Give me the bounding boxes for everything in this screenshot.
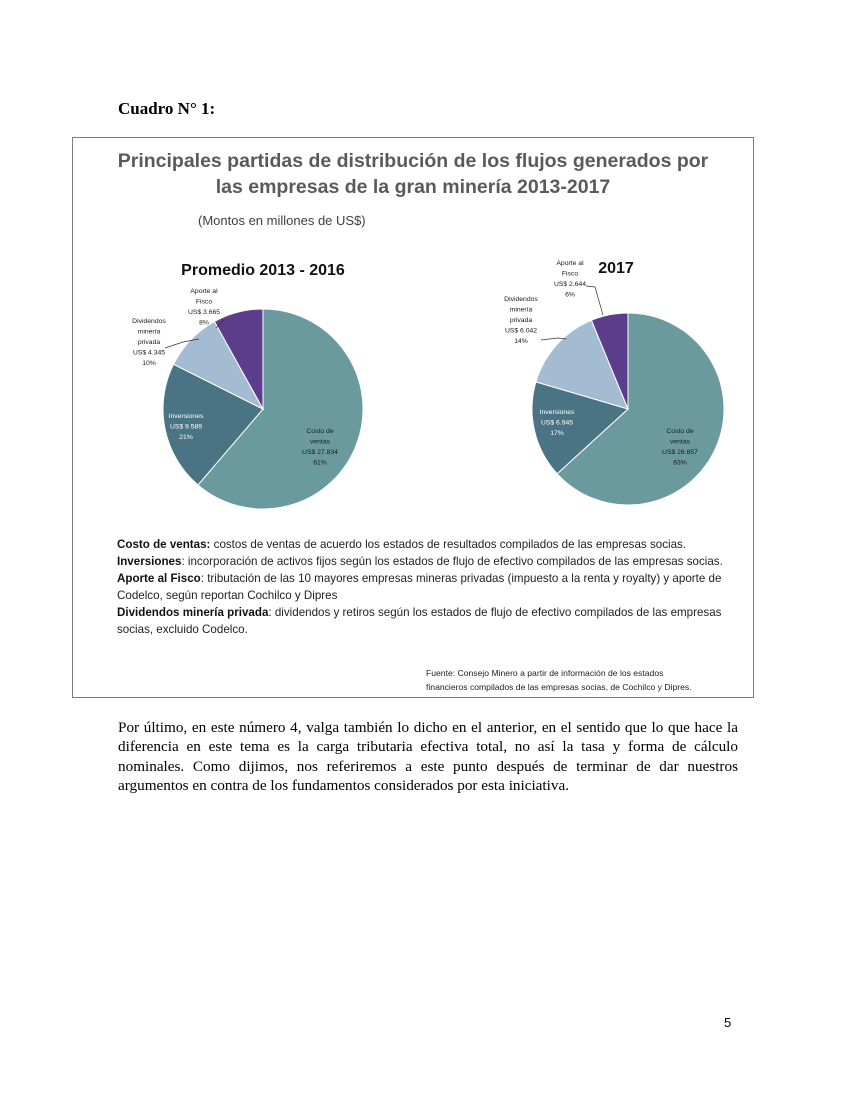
pie-charts: Promedio 2013 - 2016 Costo de ventas US$ 27… [132,260,725,510]
chart-title-line-1: Principales partidas de distribución de … [117,150,709,172]
pie-slice [213,308,264,411]
pie-slice [162,363,264,486]
pie-slice-label: Aporte al Fisco US$ 3.665 8% [188,288,220,327]
pie-slice-label: Inversiones US$ 6.945 17% [540,409,575,437]
source-note: Fuente: Consejo Minero a partir de infor… [426,666,746,694]
pie-slice [535,319,629,410]
pie-chart-promedio-2013-2016: Promedio 2013 - 2016 Costo de ventas US$ 27… [132,262,364,510]
note-dividendos: Dividendos minería privada: dividendos y… [117,606,722,636]
pie-slice-label: Inversiones US$ 9.589 21% [169,413,204,441]
pie-title: 2017 [598,260,634,277]
label-leader-line [164,338,200,349]
pie-slice-label: Dividendos minería privada US$ 6.042 14% [504,296,538,345]
chart-title-line-2: las empresas de la gran minería 2013-201… [215,176,611,198]
note-costo-de-ventas: Costo de ventas: costos de ventas de acu… [117,538,687,551]
label-leader-line [215,319,225,329]
figure-box: Principales partidas de distribución de … [72,137,754,698]
pie-slice-label: Costo de ventas US$ 26.857 63% [662,428,698,467]
source-line-1: Fuente: Consejo Minero a partir de infor… [426,668,664,678]
pie-title: Promedio 2013 - 2016 [181,262,345,279]
pie-slice-label: Costo de ventas US$ 27.834 61% [302,428,338,467]
page-number: 5 [724,1015,732,1030]
pie-slice-label: Aporte al Fisco US$ 2.644 6% [554,260,586,299]
pie-chart-2017: 2017 Costo de ventas US$ 26.857 63% Inversion… [504,260,725,506]
note-aporte-al-fisco: Aporte al Fisco: tributación de las 10 m… [117,572,722,602]
pie-slice [590,312,629,410]
source-line-2: financieros compilados de las empresas s… [426,682,692,692]
chart-subtitle: (Montos en millones de US$) [198,213,366,228]
note-inversiones: Inversiones: incorporación de activos fi… [117,555,723,568]
pie-slice [556,312,725,506]
label-leader-line [540,337,567,341]
pie-slice-label: Dividendos minería privada US$ 4.345 10% [132,318,166,367]
pie-slice [197,308,364,510]
pie-slice [531,381,629,475]
cuadro-title: Cuadro N° 1: [118,99,216,118]
body-paragraph: Por último, en este número 4, valga tamb… [118,719,738,795]
definitions-notes: Costo de ventas: costos de ventas de acu… [117,536,747,638]
label-leader-line [585,285,604,316]
chart-title: Principales partidas de distribución de … [73,148,753,200]
